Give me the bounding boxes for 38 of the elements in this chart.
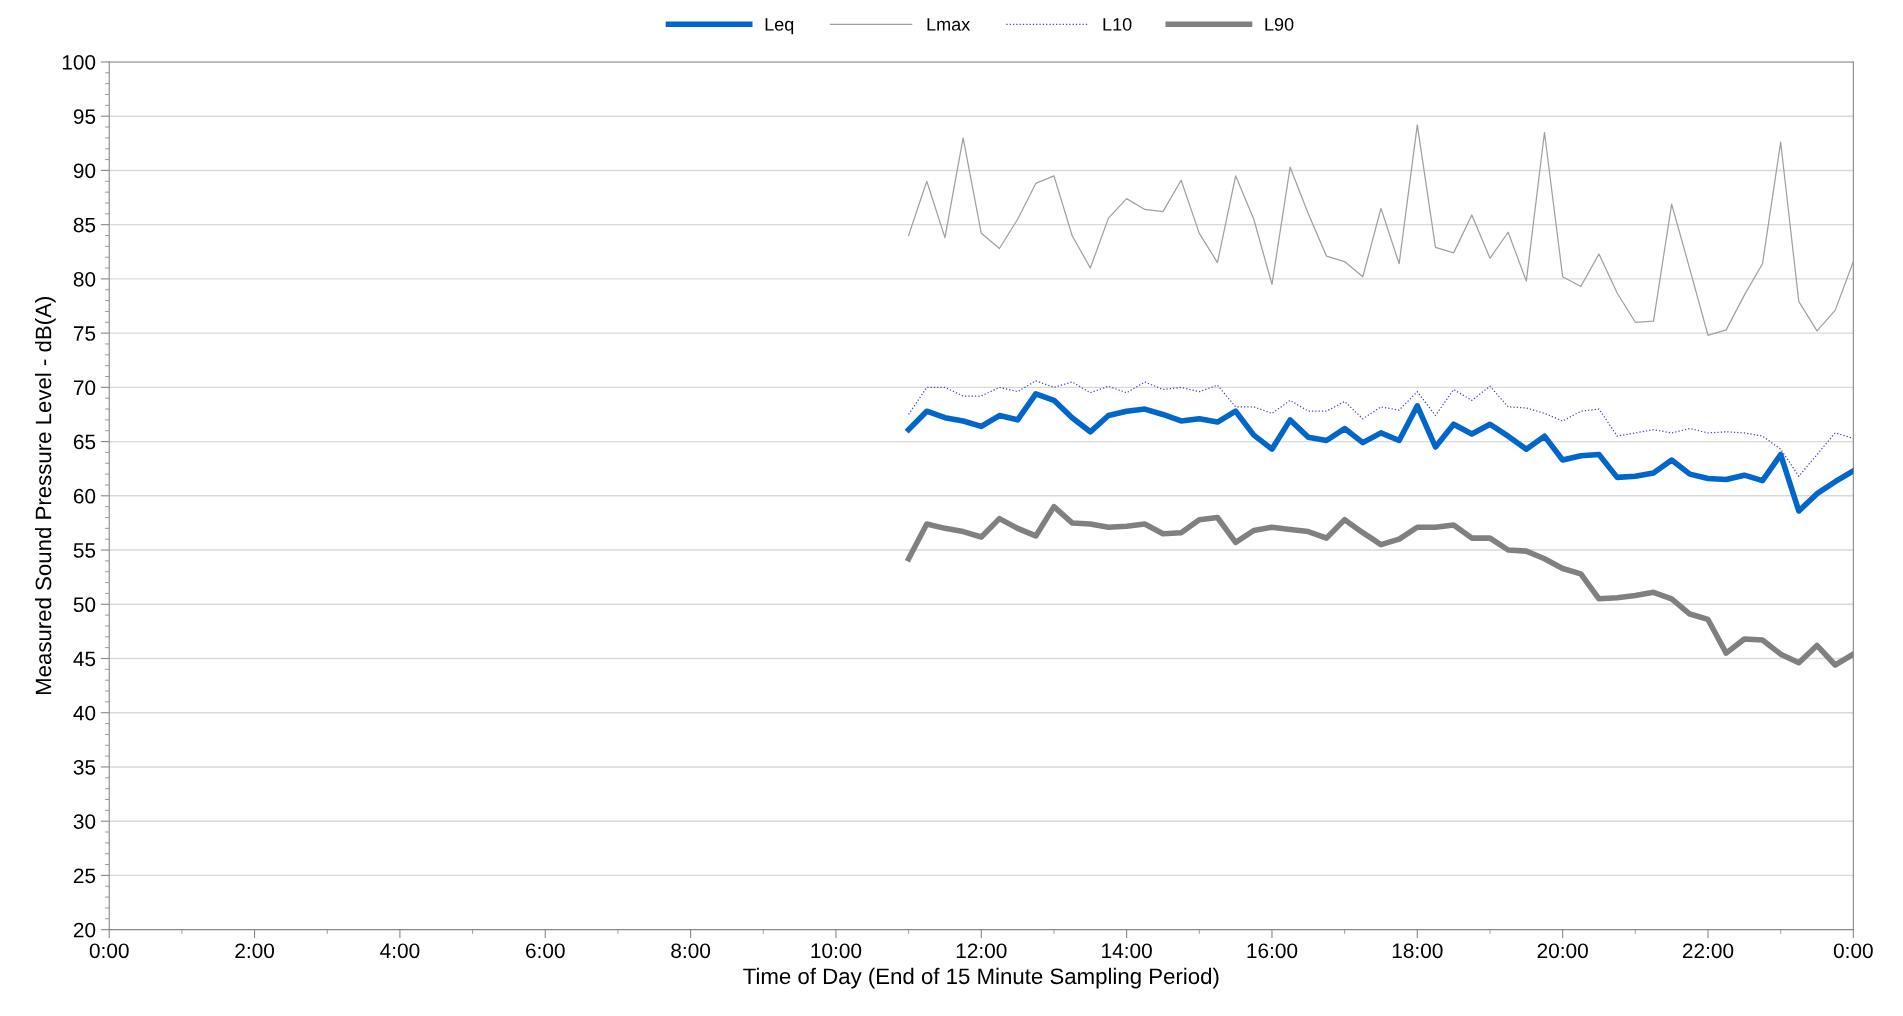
x-tick-label: 2:00 xyxy=(235,943,275,959)
line-series xyxy=(907,124,1854,336)
x-tick-label: 0:00 xyxy=(1833,943,1873,959)
y-tick-label: 100 xyxy=(62,54,96,70)
x-tick-label: 14:00 xyxy=(1102,943,1152,959)
legend-label: L10 xyxy=(1103,17,1132,31)
y-tick-label: 95 xyxy=(73,109,96,124)
y-tick-label: 35 xyxy=(73,759,96,775)
x-tick-label: 4:00 xyxy=(380,943,420,959)
y-tick-label: 30 xyxy=(73,814,96,829)
y-tick-label: 25 xyxy=(73,868,96,884)
x-tick-label: 22:00 xyxy=(1682,943,1734,959)
y-axis-title: Measured Sound Pressure Level - dB(A) xyxy=(35,297,56,695)
legend-label: L90 xyxy=(1265,17,1294,31)
y-tick-label: 40 xyxy=(73,705,96,721)
x-axis-title: Time of Day (End of 15 Minute Sampling Period) xyxy=(743,967,1219,989)
y-tick-label: 60 xyxy=(73,488,96,504)
line-series xyxy=(907,380,1854,477)
x-tick-label: 16:00 xyxy=(1247,943,1298,959)
legend-label: Lmax xyxy=(927,18,971,31)
y-tick-label: 75 xyxy=(73,326,96,341)
legend-label: Leq xyxy=(765,18,794,35)
y-tick-label: 45 xyxy=(73,651,96,667)
y-tick-label: 90 xyxy=(73,163,96,179)
y-tick-label: 55 xyxy=(73,543,96,558)
y-tick-label: 50 xyxy=(73,597,96,613)
x-tick-label: 0:00 xyxy=(89,943,129,959)
y-tick-label: 20 xyxy=(73,922,96,938)
x-tick-label: 6:00 xyxy=(526,943,565,959)
y-tick-label: 70 xyxy=(73,380,96,396)
x-tick-label: 10:00 xyxy=(811,943,862,959)
y-tick-label: 65 xyxy=(73,434,96,450)
x-tick-label: 12:00 xyxy=(956,943,1007,959)
y-tick-label: 80 xyxy=(73,271,96,287)
x-tick-label: 8:00 xyxy=(671,943,711,959)
x-tick-label: 18:00 xyxy=(1392,943,1443,959)
y-tick-label: 85 xyxy=(73,217,96,233)
x-tick-label: 20:00 xyxy=(1537,943,1588,959)
